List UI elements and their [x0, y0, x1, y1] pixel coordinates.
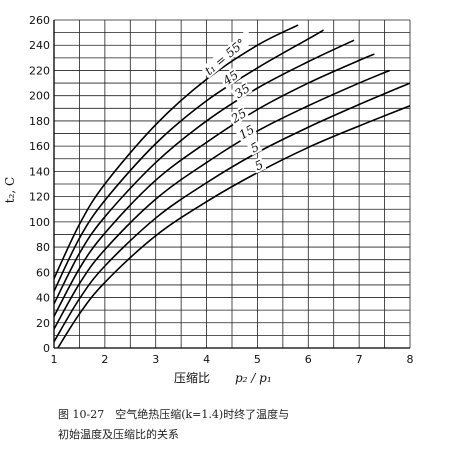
x-tick-label: 8 — [407, 353, 414, 366]
x-tick-label: 2 — [101, 353, 108, 366]
series-lines — [54, 24, 410, 348]
series-line — [54, 82, 410, 343]
series-label-background — [218, 67, 242, 89]
y-tick-label: 160 — [29, 140, 50, 153]
y-tick-label: 140 — [29, 165, 50, 178]
y-axis-label: t₂, C — [3, 177, 17, 203]
y-tick-label: 40 — [36, 292, 50, 305]
x-tick-label: 5 — [254, 353, 261, 366]
series-label-background — [234, 121, 258, 143]
series-line — [54, 69, 390, 330]
series-line — [54, 29, 324, 292]
x-axis-label: 压缩比 — [174, 370, 210, 385]
series-label: t₁ = 55° — [202, 36, 248, 78]
y-tick-label: 220 — [29, 64, 50, 77]
caption-line-2: 初始温度及压缩比的关系 — [58, 428, 179, 441]
grid-lines — [53, 19, 411, 349]
y-tick-label: 100 — [29, 216, 50, 229]
y-tick-label: 200 — [29, 90, 50, 103]
series-label-background — [227, 105, 250, 127]
series-label: 35 — [232, 81, 252, 101]
y-tick-label: 60 — [36, 266, 50, 279]
tick-labels: 1 2 3 4 5 6 7 802040608010012014016018020022024… — [29, 14, 414, 366]
x-tick-label: 3 — [152, 353, 159, 366]
series-line — [54, 39, 355, 305]
y-tick-label: 260 — [29, 14, 50, 27]
series-label: 15 — [237, 122, 257, 142]
series-line — [56, 105, 410, 348]
x-tick-label: 7 — [356, 353, 363, 366]
x-tick-label: 4 — [203, 353, 210, 366]
x-axis-label-math: p₂ / p₁ — [235, 371, 272, 385]
y-tick-label: 180 — [29, 115, 50, 128]
series-label-background — [230, 80, 253, 102]
caption-line-1: 图 10-27 空气绝热压缩(k=1.4)时终了温度与 — [58, 408, 290, 421]
series-line — [54, 24, 299, 279]
series-label: 25 — [228, 106, 249, 127]
x-tick-label: 1 — [51, 353, 58, 366]
axes — [53, 20, 410, 349]
x-tick-label: 6 — [305, 353, 312, 366]
series-label-background — [250, 156, 267, 174]
series-line — [54, 53, 375, 317]
y-tick-label: 20 — [36, 317, 50, 330]
series-label-background — [246, 138, 263, 156]
y-tick-label: 0 — [43, 342, 50, 355]
figure-caption: 图 10-27 空气绝热压缩(k=1.4)时终了温度与 初始温度及压缩比的关系 — [58, 405, 438, 445]
y-tick-label: 240 — [29, 39, 50, 52]
y-tick-label: 80 — [36, 241, 50, 254]
y-tick-label: 120 — [29, 191, 50, 204]
series-label-background — [200, 29, 255, 79]
